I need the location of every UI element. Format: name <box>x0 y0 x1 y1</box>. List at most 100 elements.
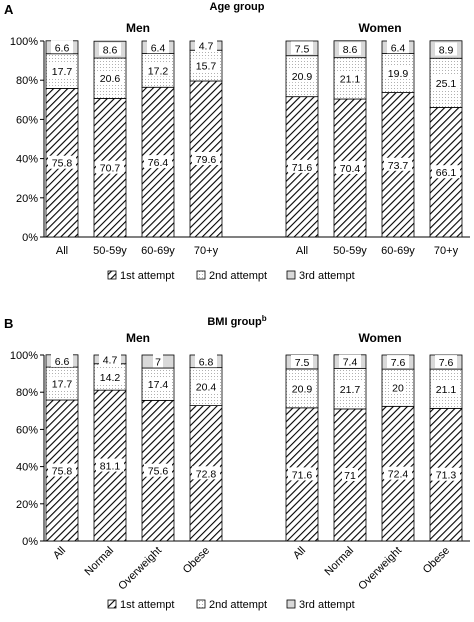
data-label: 70.7 <box>100 163 121 175</box>
data-label-background <box>342 467 358 481</box>
data-label-background <box>96 369 124 383</box>
category-label: 60-69y <box>141 245 175 257</box>
data-label-background <box>435 42 457 56</box>
data-label-background <box>336 381 364 395</box>
panel-b-plot: 0% 20% 40% 60% 80% 100% 75.8 17.7 6.6 All 81.1 14.2… <box>10 350 470 592</box>
panel-b-y-tick-label: 100% <box>10 350 38 362</box>
data-label: 20.6 <box>100 73 121 85</box>
data-label-background <box>153 354 163 368</box>
category-label: 70+y <box>434 245 459 257</box>
data-label: 7.6 <box>439 357 454 369</box>
panel-a-y-tick-label: 20% <box>16 193 38 205</box>
panel-a-y-tick-label: 60% <box>16 114 38 126</box>
panel-b-group-men-label: Men <box>126 331 150 345</box>
data-label: 76.4 <box>148 157 169 169</box>
legend-swatch-3rd-attempt <box>286 599 296 609</box>
category-label: All <box>51 545 68 562</box>
data-label: 8.6 <box>103 45 118 57</box>
data-label: 4.7 <box>103 354 118 366</box>
data-label-background <box>384 157 412 171</box>
data-label-background <box>48 463 76 477</box>
data-label-background <box>432 165 460 179</box>
data-label: 8.9 <box>439 45 454 57</box>
category-label: 50-59y <box>333 245 367 257</box>
data-label: 8.6 <box>343 44 358 56</box>
data-label: 6.6 <box>55 42 70 54</box>
category-label: Obese <box>421 545 452 576</box>
data-label-background <box>390 380 406 394</box>
data-label-background <box>384 466 412 480</box>
data-label: 6.8 <box>199 356 214 368</box>
data-label-background <box>291 41 313 55</box>
data-label: 6.4 <box>391 42 406 54</box>
data-label-background <box>288 159 316 173</box>
data-label: 73.7 <box>388 160 409 172</box>
panel-b-y-tick-label: 20% <box>16 499 38 511</box>
panel-b-y-tick-label: 40% <box>16 462 38 474</box>
data-label: 71.3 <box>436 470 457 482</box>
panel-b-y-tick-label: 0% <box>22 536 38 548</box>
data-label-background <box>387 355 409 369</box>
data-label-background <box>96 71 124 85</box>
category-label: All <box>291 545 308 562</box>
data-label: 21.1 <box>340 73 361 85</box>
data-label-background <box>48 64 76 78</box>
data-label: 21.1 <box>436 384 457 396</box>
legend-swatch-1st-attempt <box>107 270 117 280</box>
data-label: 81.1 <box>100 461 121 473</box>
data-label-background <box>96 458 124 472</box>
data-label-background <box>195 354 217 368</box>
data-label: 75.8 <box>52 466 73 478</box>
data-label: 71 <box>344 470 356 482</box>
legend-label: 3rd attempt <box>299 599 355 611</box>
data-label: 4.7 <box>199 41 214 53</box>
legend-swatch-2nd-attempt <box>196 599 206 609</box>
data-label-background <box>48 376 76 390</box>
data-label: 71.6 <box>292 162 313 174</box>
data-label-background <box>432 381 460 395</box>
data-label: 7.5 <box>295 357 310 369</box>
data-label-background <box>147 40 169 54</box>
data-label-background <box>51 353 73 367</box>
data-label-background <box>288 381 316 395</box>
data-label: 7.4 <box>343 357 358 369</box>
data-label-background <box>336 161 364 175</box>
data-label: 66.1 <box>436 167 457 179</box>
panel-a-letter: A <box>4 2 14 17</box>
data-label-background <box>192 58 220 72</box>
data-label: 20.9 <box>292 71 313 83</box>
category-label: Normal <box>323 545 357 579</box>
category-label: Overweight <box>356 545 404 593</box>
data-label: 7 <box>155 357 161 369</box>
data-label-background <box>51 40 73 54</box>
data-label: 72.8 <box>196 468 217 480</box>
data-label: 71.6 <box>292 469 313 481</box>
data-label-background <box>144 155 172 169</box>
category-label: All <box>296 245 308 257</box>
data-label-background <box>288 69 316 83</box>
category-label: Normal <box>83 545 117 579</box>
panel-b-title: BMI groupb <box>207 314 266 328</box>
data-label-background <box>288 467 316 481</box>
data-label: 17.7 <box>52 66 73 78</box>
data-label-background <box>291 354 313 368</box>
category-label: Obese <box>181 545 212 576</box>
data-label-background <box>195 38 217 52</box>
legend-label: 2nd attempt <box>209 599 267 611</box>
data-label: 7.6 <box>391 357 406 369</box>
panel-b-legend: 1st attempt 2nd attempt 3rd attempt <box>107 599 355 611</box>
data-label-background <box>99 352 121 366</box>
data-label-background <box>336 71 364 85</box>
panel-b-y-tick-label: 80% <box>16 387 38 399</box>
data-label: 19.9 <box>388 68 409 80</box>
data-label: 20 <box>392 383 404 395</box>
data-label: 7.5 <box>295 43 310 55</box>
category-label: 60-69y <box>381 245 415 257</box>
legend-swatch-1st-attempt <box>107 599 117 609</box>
category-label: All <box>56 245 68 257</box>
data-label: 6.4 <box>151 42 166 54</box>
data-label: 72.4 <box>388 469 409 481</box>
data-label-background <box>144 463 172 477</box>
data-label: 15.7 <box>196 61 217 73</box>
